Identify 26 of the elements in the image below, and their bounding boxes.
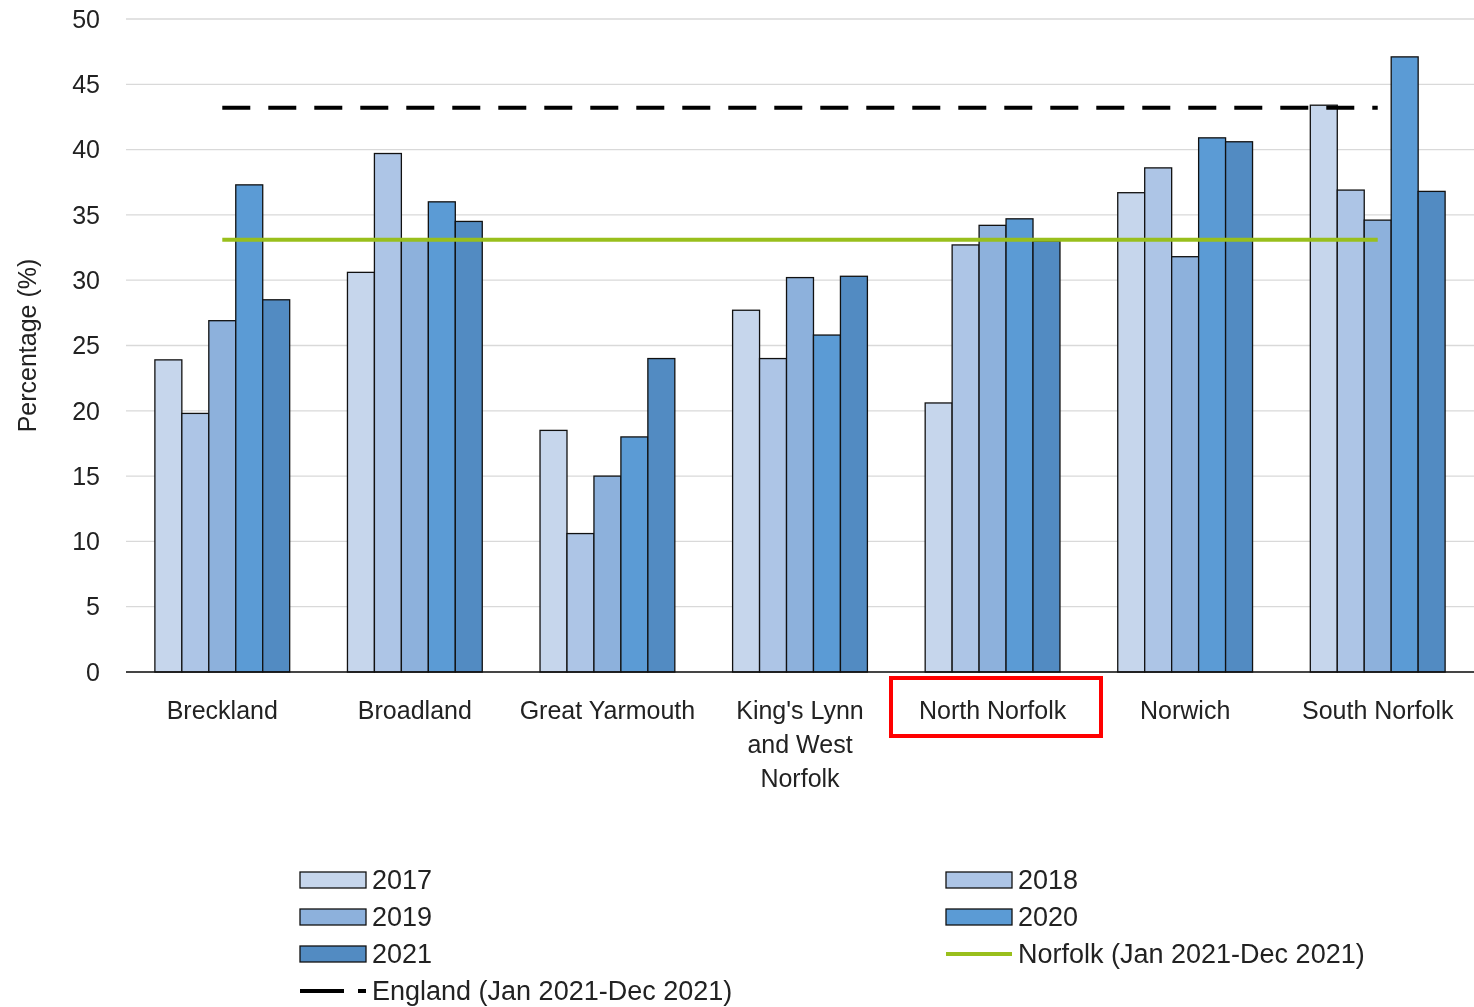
- legend-label: England (Jan 2021-Dec 2021): [372, 976, 733, 1007]
- y-tick-label: 15: [72, 461, 100, 490]
- x-tick-label: King's Lynn and West Norfolk: [736, 696, 864, 792]
- legend-label: 2021: [372, 939, 433, 970]
- y-tick-label: 0: [86, 657, 100, 686]
- legend-label: 2019: [372, 902, 433, 933]
- y-tick-label: 30: [72, 265, 100, 294]
- y-tick-label: 40: [72, 135, 100, 164]
- x-tick-label: Great Yarmouth: [519, 696, 696, 724]
- y-tick-label: 25: [72, 331, 100, 360]
- x-tick-label: Breckland: [166, 696, 278, 724]
- y-tick-label: 10: [72, 527, 100, 556]
- y-tick-label: 5: [86, 592, 100, 621]
- y-tick-label: 20: [72, 396, 100, 425]
- y-axis-title: Percentage (%): [13, 258, 41, 433]
- legend-label: 2020: [1018, 902, 1079, 933]
- y-tick-label: 35: [72, 200, 100, 229]
- legend-label: Norfolk (Jan 2021-Dec 2021): [1018, 939, 1365, 970]
- y-tick-label: 45: [72, 70, 100, 99]
- x-tick-label: North Norfolk: [918, 696, 1067, 724]
- legend-label: 2018: [1018, 865, 1079, 896]
- x-tick-label: Norwich: [1139, 696, 1231, 724]
- legend-label: 2017: [372, 865, 433, 896]
- x-tick-label: Broadland: [357, 696, 472, 724]
- x-tick-label: South Norfolk: [1301, 696, 1454, 724]
- y-tick-label: 50: [72, 4, 100, 33]
